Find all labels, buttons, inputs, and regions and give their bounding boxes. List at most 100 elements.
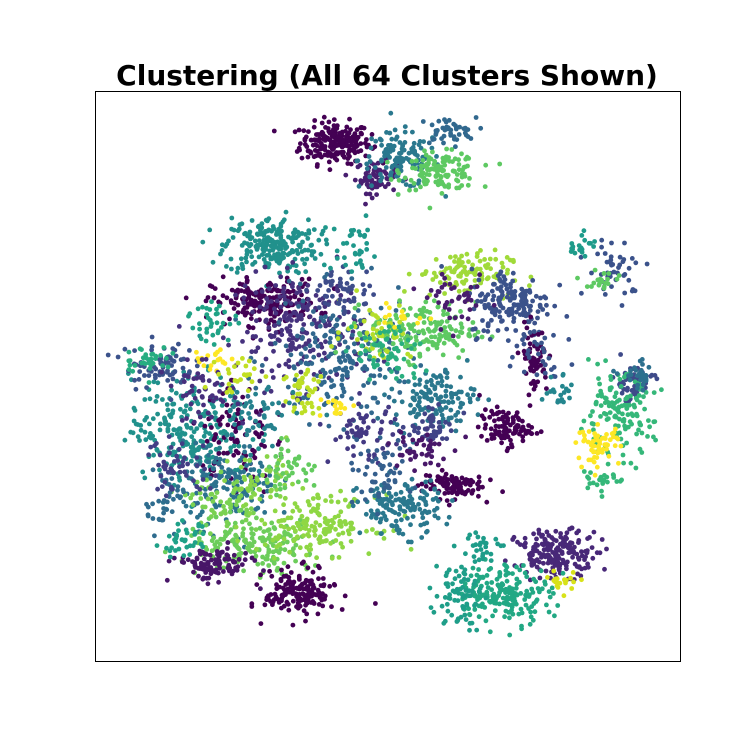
data-point xyxy=(286,607,292,613)
data-point xyxy=(142,373,147,378)
data-point xyxy=(269,256,275,262)
data-point xyxy=(290,622,296,628)
data-point xyxy=(162,421,168,427)
data-point xyxy=(105,352,111,358)
data-point xyxy=(617,262,623,268)
data-point xyxy=(383,337,389,342)
data-point xyxy=(357,530,363,536)
data-point xyxy=(571,550,577,556)
data-point xyxy=(164,402,170,407)
data-point xyxy=(519,610,525,616)
data-point xyxy=(223,243,228,249)
data-point xyxy=(547,594,553,600)
data-point xyxy=(605,461,611,467)
data-point xyxy=(376,320,382,326)
data-point xyxy=(421,305,427,311)
data-point xyxy=(382,374,388,380)
data-point xyxy=(281,536,287,542)
data-point xyxy=(587,535,592,540)
data-point xyxy=(593,401,599,407)
data-point xyxy=(456,355,462,360)
scatter-points xyxy=(105,110,664,638)
data-point xyxy=(297,599,302,604)
data-point xyxy=(501,274,507,279)
data-point xyxy=(515,539,520,545)
data-point xyxy=(530,617,536,623)
data-point xyxy=(423,473,429,478)
data-point xyxy=(288,584,294,590)
data-point xyxy=(224,474,230,480)
data-point xyxy=(273,283,279,288)
data-point xyxy=(475,597,480,603)
data-point xyxy=(184,530,190,536)
data-point xyxy=(290,260,296,265)
data-point xyxy=(237,508,242,514)
data-point xyxy=(458,274,463,279)
data-point xyxy=(283,361,289,367)
data-point xyxy=(291,525,296,531)
data-point xyxy=(176,528,181,533)
data-point xyxy=(206,575,212,581)
data-point xyxy=(268,309,274,314)
data-point xyxy=(494,404,500,410)
data-point xyxy=(436,336,442,342)
data-point xyxy=(608,374,613,379)
data-point xyxy=(270,443,275,449)
data-point xyxy=(240,394,246,400)
data-point xyxy=(410,514,416,519)
data-point xyxy=(246,324,251,329)
data-point xyxy=(503,434,509,440)
data-point xyxy=(407,432,412,438)
data-point xyxy=(260,438,266,444)
data-point xyxy=(241,568,247,574)
data-point xyxy=(507,257,513,263)
data-point xyxy=(607,410,613,415)
data-point xyxy=(326,525,332,531)
data-point xyxy=(431,609,437,615)
data-point xyxy=(418,184,423,190)
data-point xyxy=(212,459,217,465)
data-point xyxy=(146,380,152,385)
data-point xyxy=(226,556,232,562)
data-point xyxy=(495,273,501,279)
data-point xyxy=(213,415,218,420)
data-point xyxy=(408,522,413,528)
data-point xyxy=(361,383,366,388)
data-point xyxy=(443,329,449,335)
data-point xyxy=(284,326,290,331)
data-point xyxy=(303,341,309,346)
data-point xyxy=(427,205,433,211)
data-point xyxy=(606,416,611,422)
data-point xyxy=(612,394,618,400)
data-point xyxy=(177,495,183,501)
data-point xyxy=(620,411,625,417)
data-point xyxy=(313,153,319,159)
data-point xyxy=(415,153,420,159)
data-point xyxy=(352,314,357,319)
data-point xyxy=(323,498,328,503)
data-point xyxy=(410,501,416,507)
data-point xyxy=(366,551,372,557)
data-point xyxy=(453,126,459,132)
data-point xyxy=(482,184,488,190)
data-point xyxy=(320,228,326,234)
data-point xyxy=(272,323,278,328)
data-point xyxy=(358,351,364,356)
data-point xyxy=(478,125,484,131)
data-point xyxy=(321,402,327,408)
data-point xyxy=(303,360,309,366)
data-point xyxy=(473,115,479,120)
data-point xyxy=(341,427,347,432)
data-point xyxy=(375,415,381,421)
data-point xyxy=(621,460,626,466)
data-point xyxy=(350,444,356,449)
data-point xyxy=(259,289,265,294)
data-point xyxy=(534,536,539,542)
data-point xyxy=(439,136,444,142)
data-point xyxy=(299,513,305,519)
data-point xyxy=(599,393,605,399)
data-point xyxy=(475,329,481,335)
data-point xyxy=(278,523,284,529)
data-point xyxy=(309,361,315,366)
